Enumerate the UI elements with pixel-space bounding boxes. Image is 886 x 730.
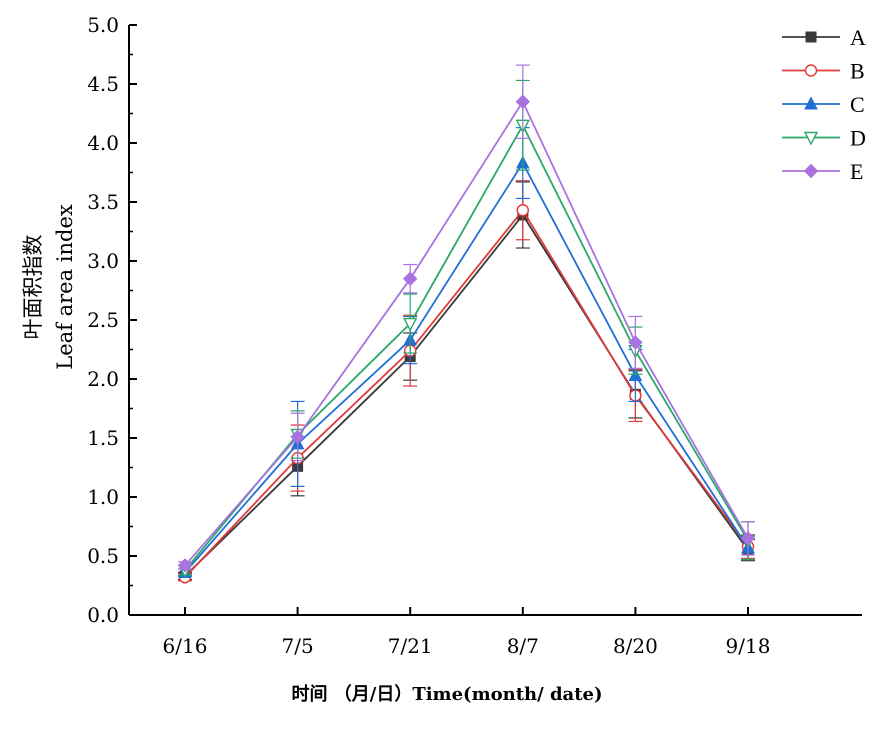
y-tick-label: 3.0: [87, 249, 119, 273]
x-tick-label: 7/5: [282, 634, 314, 658]
y-tick-label: 0.5: [87, 544, 119, 568]
series-D: [177, 79, 756, 579]
y-axis-label-en: Leaf area index: [53, 204, 77, 370]
y-tick-label: 5.0: [87, 13, 119, 37]
y-tick-label: 1.0: [87, 485, 119, 509]
x-tick-label: 6/16: [163, 634, 208, 658]
x-tick-label: 8/20: [613, 634, 658, 658]
data-point: [515, 94, 531, 109]
series-E: [177, 64, 756, 573]
y-axis-label-cn: 叶面积指数: [21, 235, 45, 340]
data-point: [628, 335, 643, 350]
data-point: [402, 271, 418, 286]
x-tick-label: 7/21: [388, 634, 433, 658]
legend-marker: [805, 31, 817, 43]
series-line: [184, 208, 749, 578]
legend-marker: [804, 96, 818, 110]
series-line: [184, 123, 749, 571]
legend-marker: [804, 64, 818, 77]
series-line: [184, 161, 749, 574]
data-point: [290, 429, 305, 445]
legend-marker: [803, 163, 819, 179]
x-axis-label: 时间 （月/日）Time(month/ date): [291, 684, 602, 705]
y-tick-label: 1.5: [87, 426, 119, 450]
legend-label: C: [850, 92, 865, 117]
legend-label: E: [850, 159, 863, 184]
y-tick-label: 4.5: [87, 72, 119, 96]
legend-item-B: B: [782, 59, 865, 84]
series-B: [178, 180, 755, 584]
legend-label: B: [850, 59, 865, 84]
legend-marker: [803, 131, 819, 146]
series-line: [184, 99, 749, 567]
data-point: [177, 558, 193, 573]
x-tick-label: 9/18: [726, 634, 771, 658]
legend-item-C: C: [782, 92, 865, 117]
y-tick-label: 2.0: [87, 367, 119, 391]
series-C: [178, 127, 755, 579]
legend-label: A: [850, 25, 866, 50]
y-tick-label: 3.5: [87, 190, 119, 214]
y-tick-label: 0.0: [87, 603, 119, 627]
data-point: [740, 531, 756, 546]
series-line: [184, 213, 749, 577]
x-tick-label: 8/7: [507, 634, 539, 658]
legend-item-A: A: [782, 25, 866, 50]
data-point: [516, 204, 529, 217]
data-point: [403, 317, 418, 332]
legend-label: D: [850, 126, 866, 151]
y-tick-label: 2.5: [87, 308, 119, 332]
y-tick-label: 4.0: [87, 131, 119, 155]
legend-item-D: D: [782, 126, 866, 151]
axes: 0.0 0.5 1.0 1.5 2.0 2.5 3.0 3.5 4.0 4.5 5.0 6/16 7/5…: [87, 13, 862, 658]
legend-item-E: E: [782, 159, 863, 184]
series-A: [178, 181, 755, 582]
series-layer: [177, 64, 756, 584]
